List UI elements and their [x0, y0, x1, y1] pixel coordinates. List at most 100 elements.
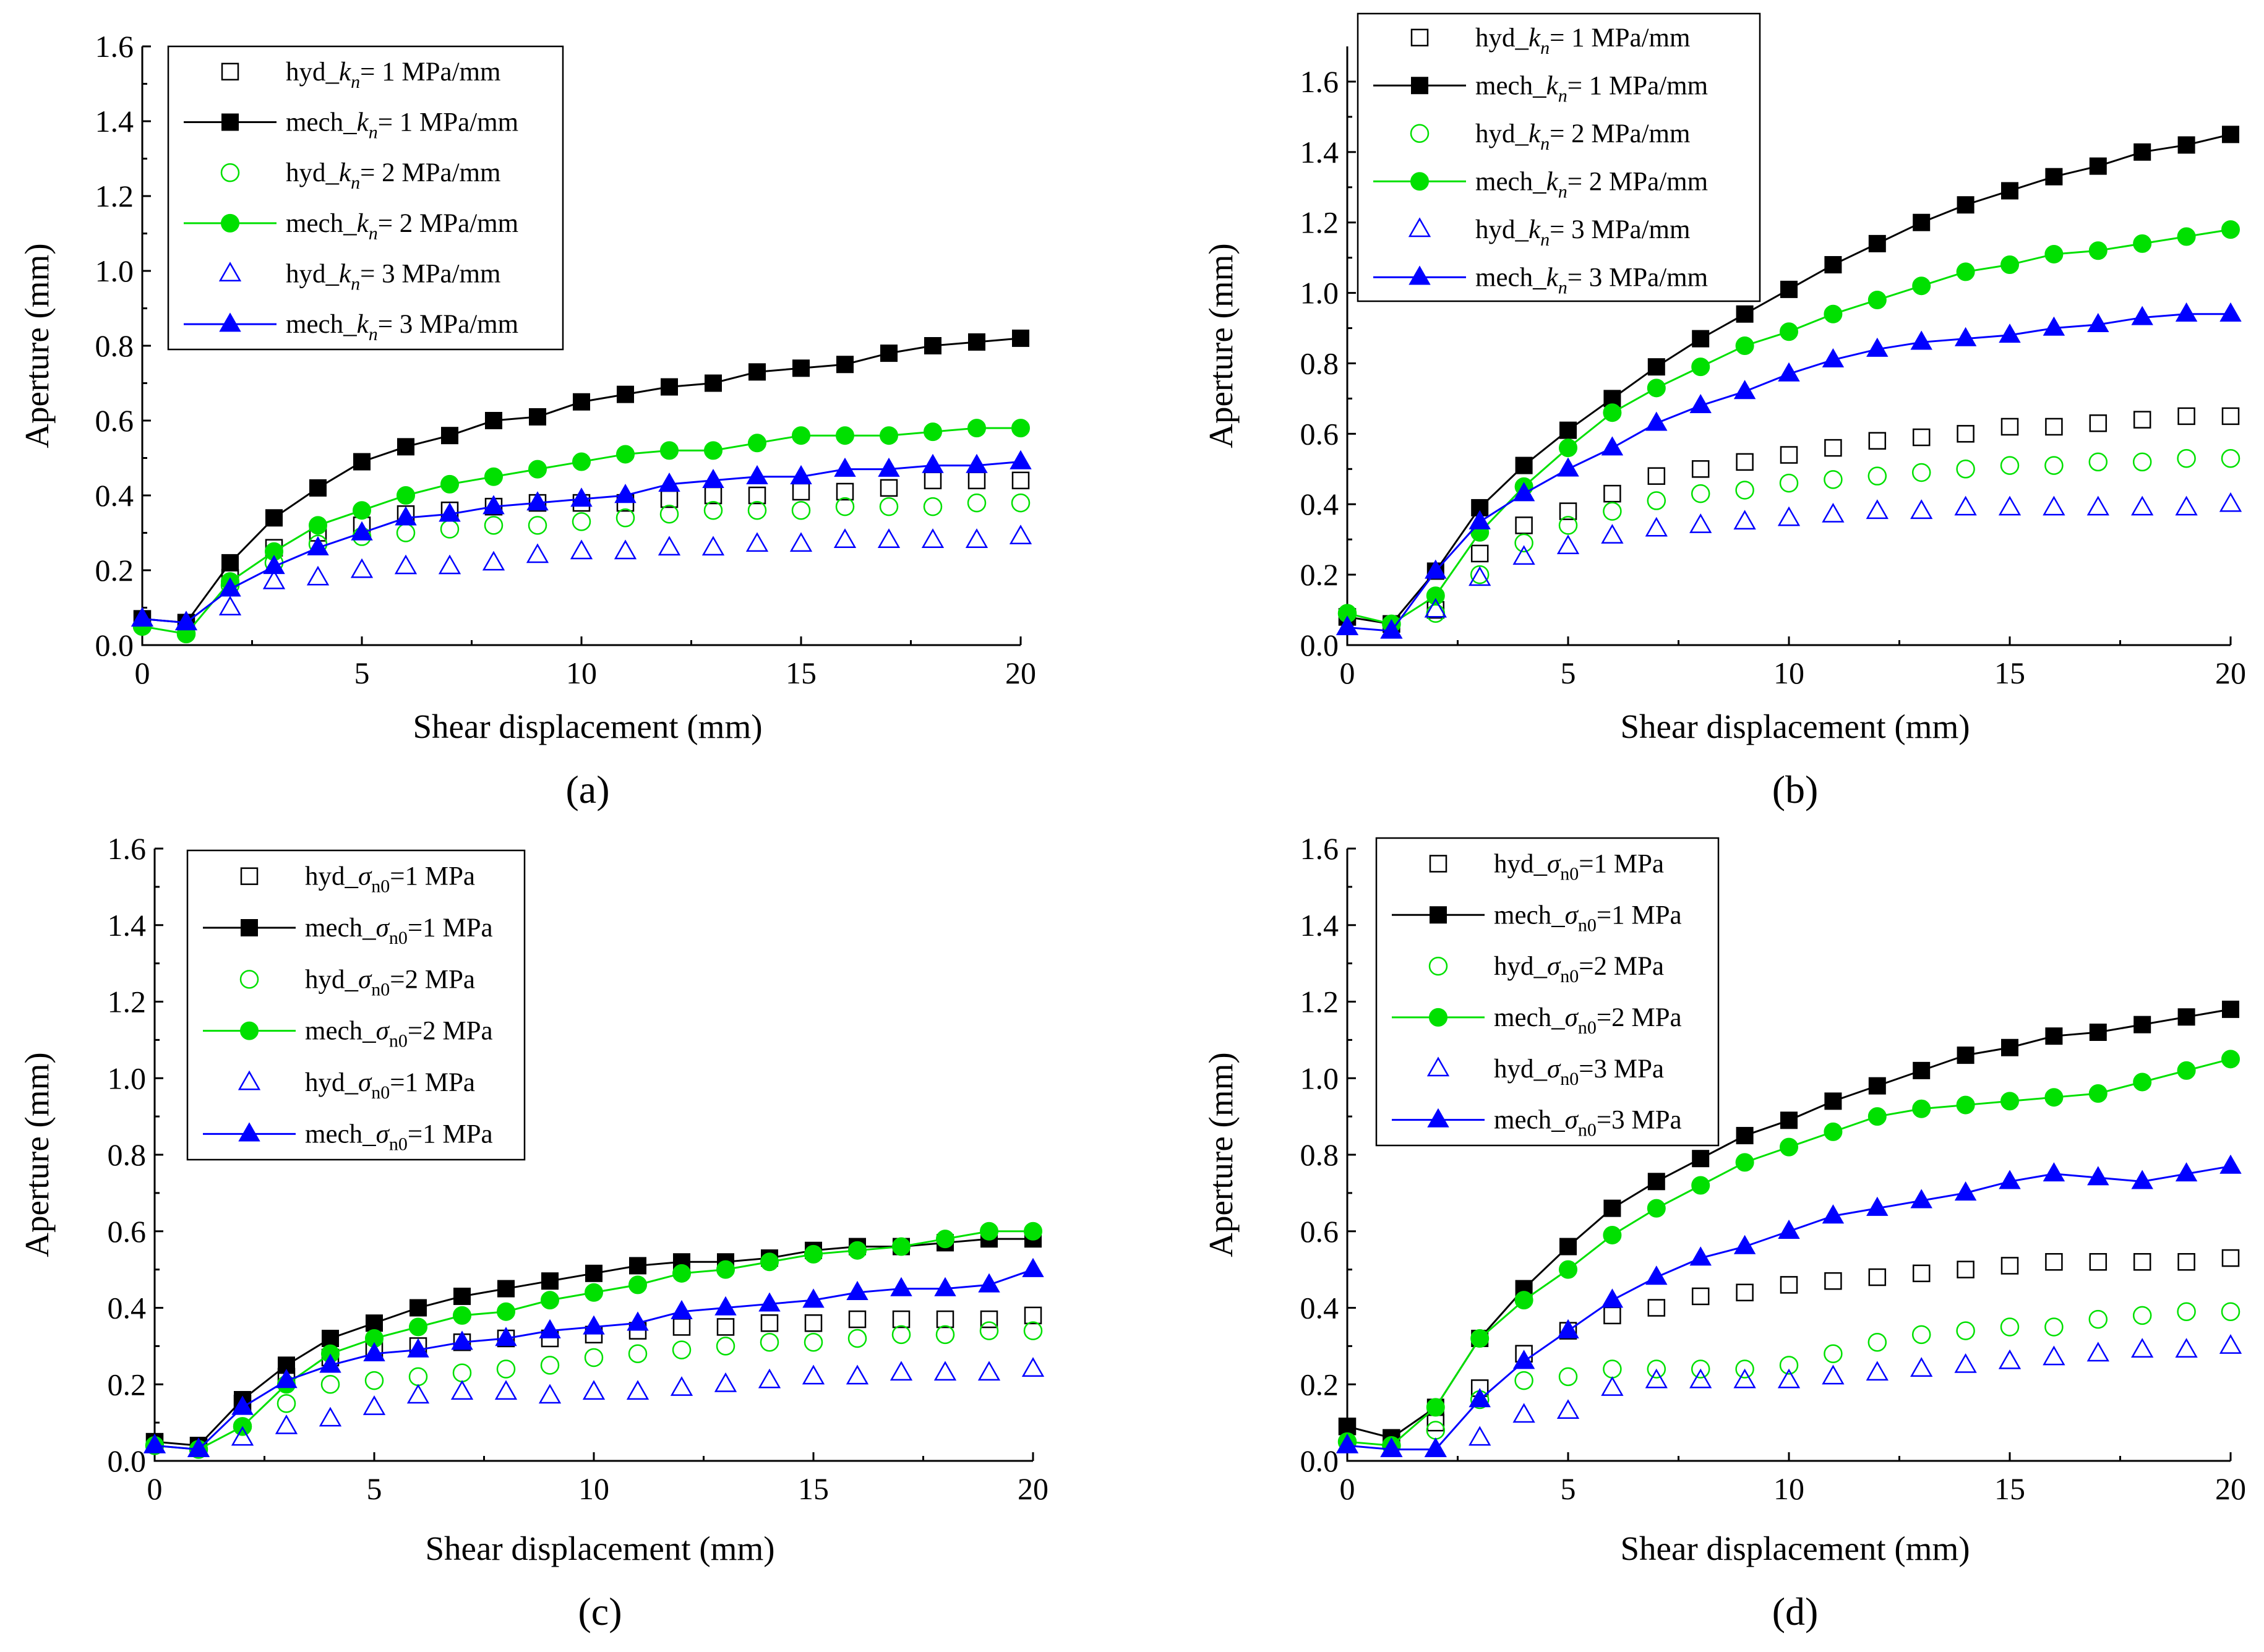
data-point [1735, 1359, 1754, 1379]
data-point [453, 1287, 471, 1305]
data-point [2221, 407, 2240, 426]
series-2 [145, 1321, 1043, 1459]
data-point [936, 1310, 954, 1329]
y-tick-label: 1.4 [1300, 908, 1339, 943]
data-point [529, 408, 546, 426]
data-point [1011, 493, 1031, 513]
legend-marker [1429, 855, 1447, 873]
data-point [1777, 506, 1801, 526]
data-point [1647, 1199, 1666, 1218]
data-point [319, 1353, 341, 1373]
data-point [2221, 448, 2240, 468]
data-point [2132, 1306, 2152, 1325]
data-point [1512, 1403, 1535, 1423]
data-point [748, 434, 766, 453]
chart-panel-1: 0 5 10 15 20 0.0 0.2 0.4 0.6 0.8 1.0 1.2 1.4 1.6 Shear… [1202, 12, 2246, 811]
data-point [1735, 481, 1754, 500]
legend-marker [238, 1070, 261, 1090]
data-point [1647, 491, 1666, 510]
data-point [1691, 484, 1710, 503]
data-point [351, 521, 373, 541]
data-point [980, 1222, 998, 1241]
data-point [1954, 1353, 1977, 1373]
data-point [745, 532, 769, 552]
data-point [836, 356, 854, 374]
data-point [1514, 1291, 1533, 1310]
data-point [526, 491, 549, 511]
data-point [1779, 473, 1799, 493]
y-tick-label: 0.0 [95, 628, 134, 662]
x-tick-label: 10 [578, 1471, 609, 1506]
data-point [792, 482, 810, 501]
data-point [2000, 255, 2019, 275]
y-tick-label: 0.6 [95, 403, 134, 438]
data-point [541, 1272, 559, 1290]
data-point [1868, 1077, 1886, 1095]
data-point [1824, 304, 1843, 323]
data-point [2133, 411, 2151, 429]
data-point [1023, 1321, 1043, 1340]
data-point [714, 1296, 737, 1316]
data-point [968, 333, 985, 351]
data-point [394, 554, 418, 575]
data-point [231, 1426, 254, 1446]
data-point [924, 471, 942, 490]
data-point [408, 1367, 428, 1387]
x-tick-label: 10 [1773, 656, 1804, 690]
legend-label: hyd_σn0=3 MPa [1494, 1055, 1664, 1089]
data-point [1999, 323, 2021, 343]
data-point [1691, 357, 1710, 377]
data-point [2219, 1334, 2242, 1354]
data-point [2177, 1302, 2196, 1321]
legend-marker [1426, 1056, 1450, 1077]
data-point [1822, 1364, 1845, 1385]
data-point [1956, 1095, 1975, 1115]
legend-marker [1410, 28, 1429, 46]
data-point [2001, 1038, 2018, 1056]
data-point [1469, 566, 1491, 586]
legend-label: hyd_σn0=1 MPa [305, 1068, 475, 1103]
data-point [1866, 1361, 1889, 1381]
data-point [1733, 1235, 1756, 1254]
y-axis-title: Aperture (mm) [1202, 1052, 1240, 1257]
data-point [540, 1356, 560, 1375]
data-point [2044, 456, 2064, 475]
data-point [1824, 470, 1843, 489]
data-point [1558, 516, 1578, 535]
data-point [1603, 1306, 1621, 1325]
data-point [2045, 168, 2063, 186]
y-tick-label: 0.8 [1300, 346, 1339, 380]
data-point [144, 1434, 166, 1453]
data-point [1954, 327, 1977, 346]
x-tick-label: 5 [367, 1471, 382, 1506]
x-axis-title: Shear displacement (mm) [1620, 708, 1970, 745]
data-point [584, 1348, 604, 1367]
data-point [1470, 1329, 1490, 1348]
data-point [848, 1241, 867, 1260]
legend-box [186, 849, 526, 1161]
data-point [450, 1380, 474, 1400]
data-point [2043, 1162, 2065, 1182]
data-point [1645, 516, 1668, 537]
data-point [658, 536, 681, 556]
x-axis-title: Shear displacement (mm) [413, 708, 762, 745]
x-tick-label: 0 [135, 656, 150, 690]
data-point [629, 1257, 646, 1275]
legend-label: mech_σn0=1 MPa [305, 1119, 493, 1154]
data-point [659, 505, 679, 524]
data-point [1998, 495, 2022, 516]
data-point [627, 1311, 649, 1331]
data-point [2131, 1170, 2153, 1189]
data-point [792, 426, 810, 445]
data-point [1868, 432, 1887, 450]
data-point [746, 464, 768, 484]
data-point [670, 1376, 693, 1396]
data-point [440, 474, 459, 494]
data-point [658, 473, 680, 492]
data-point [2133, 1072, 2152, 1092]
data-point [1380, 1437, 1403, 1457]
data-point [309, 479, 327, 497]
data-point [847, 1329, 867, 1348]
data-point [1736, 1127, 1754, 1145]
data-point [1691, 1359, 1710, 1379]
